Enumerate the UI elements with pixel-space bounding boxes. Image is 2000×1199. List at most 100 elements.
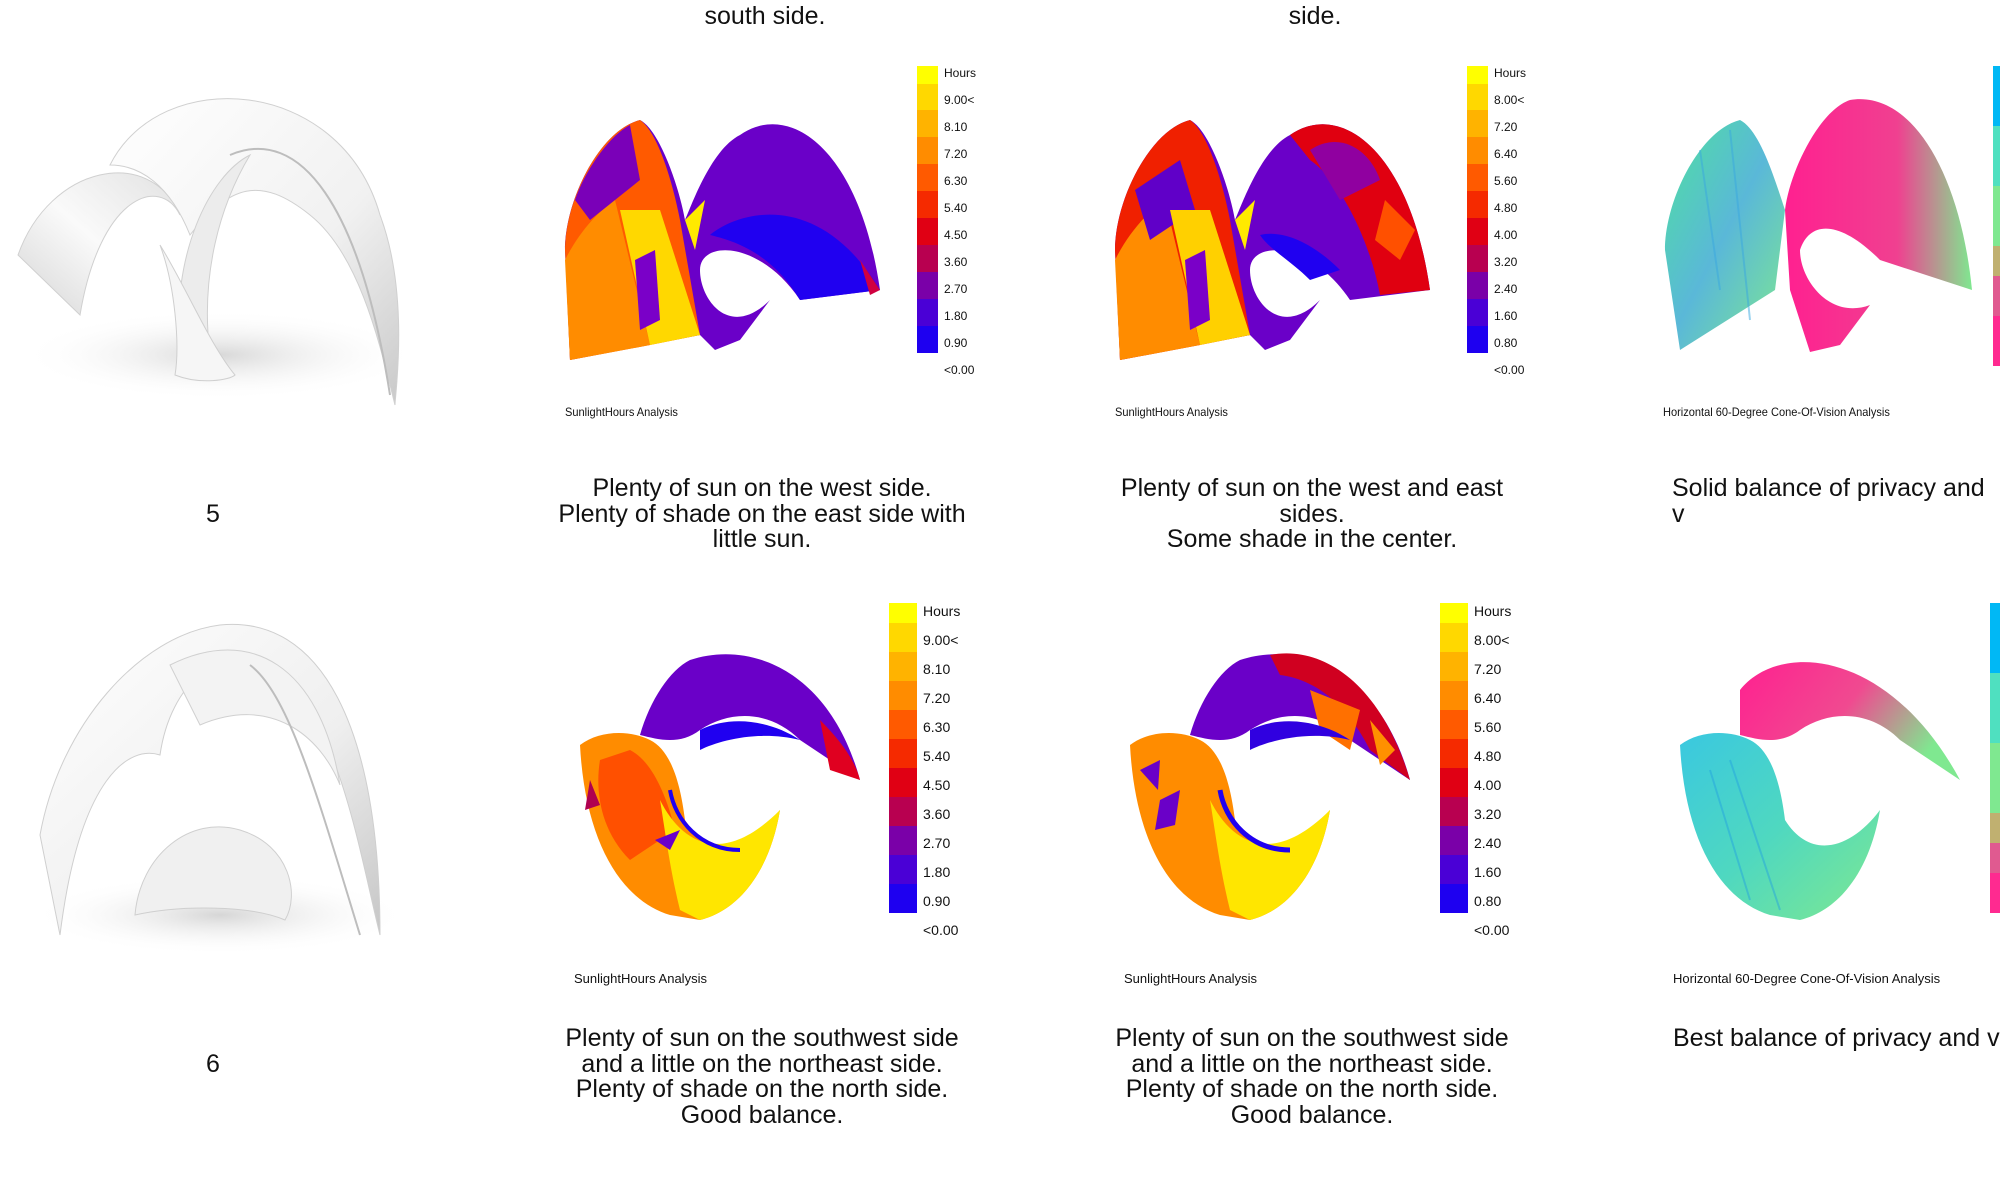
legend-label: 5.40 [923,748,951,764]
legend-label: Hours [944,66,977,80]
legend-swatch [889,710,917,739]
legend-swatch [917,272,938,299]
legend-label: 9.00< [923,632,959,648]
legend-label: 2.70 [944,282,968,296]
legend-label: 0.90 [944,336,968,350]
legend-label: 2.40 [1474,835,1502,851]
legend-swatch [889,826,917,855]
legend-swatch [917,164,938,191]
legend-swatch [1993,126,2000,186]
legend-swatch [1440,710,1468,739]
legend-label: 6.30 [944,174,968,188]
legend-swatch [917,191,938,218]
legend-swatch [1467,84,1488,110]
legend-label: <0.00 [944,363,975,377]
legend-label: 4.80 [1474,748,1502,764]
legend-swatch [1440,768,1468,797]
legend-label: 1.80 [923,864,951,880]
legend-swatch [889,884,917,913]
legend-swatch [1990,603,2000,673]
sunlight-map-5a [565,120,880,360]
legend-swatch [1440,623,1468,652]
legend-swatch [889,768,917,797]
legend-label: 0.90 [923,893,951,909]
legend-swatch [917,84,938,110]
legend-swatch [1440,652,1468,681]
legend-swatch [917,326,938,353]
legend-swatch [1993,246,2000,276]
legend-label: 6.30 [923,719,951,735]
legend-5c [1993,66,2000,366]
legend-label: <0.00 [1474,922,1510,938]
row-number-5: 5 [206,500,220,528]
legend-label: 4.00 [1494,228,1518,242]
legend-swatch [889,855,917,884]
legend-swatch [1440,603,1468,623]
legend-5a: Hours 9.00< 8.10 7.20 6.30 5.40 4.50 3.6… [917,66,1007,377]
legend-swatch [917,110,938,137]
top-caption-left: south side. [704,2,826,30]
legend-swatch [1990,813,2000,843]
legend-swatch [917,245,938,272]
legend-swatch [917,66,938,84]
legend-label: 5.60 [1494,174,1518,188]
legend-label: 0.80 [1494,336,1518,350]
legend-swatch [1440,855,1468,884]
legend-swatch [1467,137,1488,164]
legend-swatch [1467,110,1488,137]
legend-label: 1.80 [944,309,968,323]
caption-6c: Best balance of privacy and v [1673,1024,2000,1052]
legend-swatch [889,623,917,652]
sunlight-map-5b [1115,120,1430,360]
legend-swatch [917,137,938,164]
legend-label: 3.60 [923,806,951,822]
legend-label: 4.00 [1474,777,1502,793]
legend-label: 3.60 [944,255,968,269]
legend-swatch [1990,843,2000,873]
legend-label: 8.10 [923,661,951,677]
legend-label: 2.40 [1494,282,1518,296]
legend-swatch [1440,681,1468,710]
vision-map-5c [1665,99,1972,352]
caption-6b: Plenty of sun on the southwest side and … [1115,1024,1509,1129]
legend-label: 4.80 [1494,201,1518,215]
legend-label: 5.60 [1474,719,1502,735]
legend-label: 4.50 [923,777,951,793]
legend-label: 3.20 [1474,806,1502,822]
vision-map-6c [1680,662,1960,920]
legend-label: 6.40 [1474,690,1502,706]
legend-label: <0.00 [923,922,959,938]
legend-swatch [1467,66,1488,84]
legend-swatch [1990,743,2000,813]
legend-swatch [1990,673,2000,743]
caption-5a: Plenty of sun on the west side. Plenty o… [558,474,966,553]
legend-swatch [889,681,917,710]
panel-label-6b: SunlightHours Analysis [1124,971,1257,986]
legend-swatch [1440,797,1468,826]
top-caption-middle: side. [1288,2,1342,30]
legend-label: Hours [1474,603,1512,619]
legend-6b: Hours 8.00< 7.20 6.40 5.60 4.80 4.00 3.2… [1440,603,1530,938]
legend-swatch [889,603,917,623]
legend-swatch [889,797,917,826]
legend-swatch [917,299,938,326]
legend-label: 7.20 [1494,120,1518,134]
legend-label: 8.10 [944,120,968,134]
panel-label-6c: Horizontal 60-Degree Cone-Of-Vision Anal… [1673,971,1941,986]
legend-label: 0.80 [1474,893,1502,909]
legend-swatch [889,739,917,768]
legend-label: 6.40 [1494,147,1518,161]
form-render-5 [17,98,420,406]
legend-6c [1990,603,2000,933]
legend-label: 7.20 [1474,661,1502,677]
legend-label: 4.50 [944,228,968,242]
legend-swatch [889,652,917,681]
legend-label: <0.00 [1494,363,1525,377]
legend-label: 2.70 [923,835,951,851]
legend-swatch [1440,884,1468,913]
legend-swatch [1467,272,1488,299]
panel-label-5b: SunlightHours Analysis [1115,405,1228,419]
legend-label: Hours [1494,66,1527,80]
legend-swatch [1467,191,1488,218]
panel-label-5c: Horizontal 60-Degree Cone-Of-Vision Anal… [1663,405,1890,419]
